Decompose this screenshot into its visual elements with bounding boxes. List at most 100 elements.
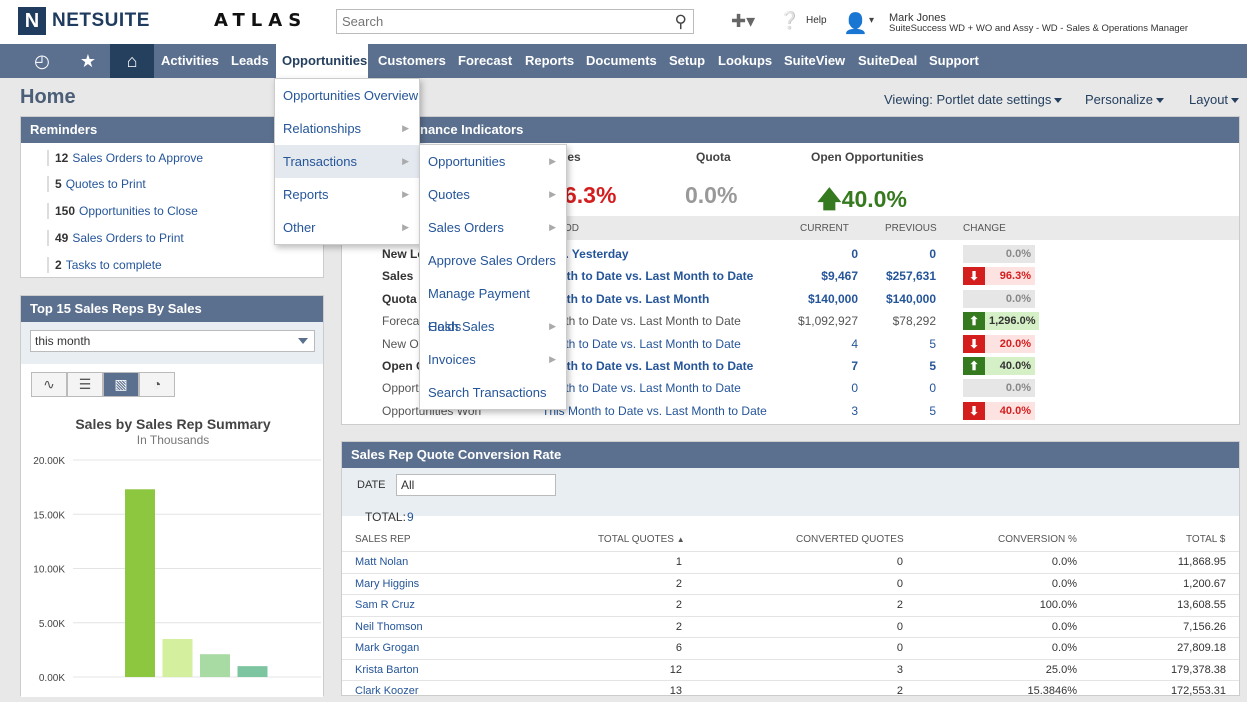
kpi-row-name[interactable]: New Op [382, 336, 426, 351]
nav-reports[interactable]: Reports [525, 53, 575, 68]
bar[interactable] [200, 654, 230, 677]
kpi-row-period[interactable]: Month to Date vs. Last Month to Date [542, 381, 741, 396]
reminder-item[interactable]: 49 Sales Orders to Print [47, 230, 184, 246]
help-link[interactable]: Help [806, 15, 827, 26]
kpi-row-period[interactable]: Month to Date vs. Last Month [542, 291, 710, 306]
reminder-label[interactable]: Opportunities to Close [79, 204, 198, 218]
kpi-row-period[interactable]: Month to Date vs. Last Month to Date [542, 359, 754, 373]
nav-activities[interactable]: Activities [161, 53, 219, 68]
menu-item-reports[interactable]: Reports ▶ [275, 178, 419, 211]
menu-item-opportunities[interactable]: Opportunities ▶ [420, 145, 566, 178]
date-filter-input[interactable]: All [396, 474, 556, 496]
help-icon[interactable]: ❔ [779, 11, 801, 30]
nav-documents[interactable]: Documents [586, 53, 657, 68]
user-menu-chevron-icon[interactable]: ▾ [869, 15, 875, 26]
nav-forecast[interactable]: Forecast [458, 53, 513, 68]
sales-rep-link[interactable]: Matt Nolan [355, 556, 409, 568]
kpi-row-previous[interactable]: 5 [929, 403, 936, 418]
menu-item-sales-orders[interactable]: Sales Orders ▶ [420, 211, 566, 244]
col-total-quotes[interactable]: TOTAL QUOTES ▲ [598, 534, 685, 545]
sales-rep-link[interactable]: Mark Grogan [355, 642, 420, 654]
reminder-label[interactable]: Quotes to Print [65, 177, 146, 191]
netsuite-logo[interactable]: N NETSUITE [18, 7, 150, 35]
nav-leads[interactable]: Leads [231, 53, 269, 68]
nav-opportunities[interactable]: Opportunities [276, 44, 368, 78]
kpi-row-period[interactable]: This Month to Date vs. Last Month to Dat… [542, 403, 767, 418]
kpi-row-previous[interactable]: 5 [929, 359, 936, 373]
home-icon[interactable]: ⌂ [110, 44, 154, 78]
kpi-row-current[interactable]: $9,467 [821, 269, 858, 284]
menu-item-cash-sales[interactable]: Cash Sales ▶ [420, 310, 566, 343]
column-chart-type-icon[interactable]: ▧ [103, 372, 139, 397]
kpi-row-current[interactable]: 4 [851, 336, 858, 351]
kpi-row-current[interactable]: 3 [851, 403, 858, 418]
nav-support[interactable]: Support [929, 53, 979, 68]
reminder-item[interactable]: 5 Quotes to Print [47, 176, 146, 192]
reminder-label[interactable]: Tasks to complete [65, 258, 162, 272]
kpi-row-name[interactable]: Quota [382, 291, 417, 306]
menu-item-quotes[interactable]: Quotes ▶ [420, 178, 566, 211]
nav-suiteview[interactable]: SuiteView [784, 53, 846, 68]
recent-records-icon[interactable]: ◴ [34, 51, 50, 71]
nav-setup[interactable]: Setup [669, 53, 706, 68]
col-sales-rep[interactable]: SALES REP [355, 534, 411, 545]
nav-suitedeal[interactable]: SuiteDeal [858, 53, 918, 68]
kpi-row-current[interactable]: 0 [851, 381, 858, 396]
pie-chart-type-icon[interactable]: ◔ [139, 372, 175, 397]
kpi-row-name[interactable]: Open O [382, 359, 426, 373]
sales-rep-link[interactable]: Sam R Cruz [355, 599, 415, 611]
nav-customers[interactable]: Customers [378, 53, 446, 68]
kpi-row-current[interactable]: 0 [851, 247, 858, 261]
col-converted-quotes[interactable]: CONVERTED QUOTES [796, 534, 904, 545]
viewing-portlet-settings[interactable]: Viewing: Portlet date settings [884, 92, 1063, 107]
kpi-row-period[interactable]: Month to Date vs. Last Month to Date [542, 336, 741, 351]
kpi-row-previous[interactable]: 0 [929, 247, 936, 261]
kpi-row-name[interactable]: Opportu [382, 381, 426, 396]
bar[interactable] [125, 489, 155, 677]
menu-item-relationships[interactable]: Relationships ▶ [275, 112, 419, 145]
reminder-label[interactable]: Sales Orders to Approve [72, 151, 204, 165]
kpi-row-previous[interactable]: $257,631 [885, 269, 936, 284]
nav-lookups[interactable]: Lookups [718, 53, 773, 68]
col-total-amount[interactable]: TOTAL $ [1186, 534, 1226, 545]
user-avatar-icon[interactable]: 👤 [843, 13, 868, 35]
personalize-menu[interactable]: Personalize [1085, 92, 1164, 107]
menu-item-transactions[interactable]: Transactions ▶ [275, 145, 419, 178]
user-name[interactable]: Mark Jones [889, 12, 946, 24]
menu-item-invoices[interactable]: Invoices ▶ [420, 343, 566, 376]
create-new-icon[interactable]: ✚▾ [731, 11, 756, 31]
sales-rep-link[interactable]: Neil Thomson [355, 620, 423, 633]
reminder-item[interactable]: 150 Opportunities to Close [47, 203, 198, 219]
sales-rep-link[interactable]: Mary Higgins [355, 577, 420, 590]
period-select[interactable]: this month [30, 330, 315, 352]
kpi-row-previous[interactable]: 5 [929, 336, 936, 351]
menu-item-search-transactions[interactable]: Search Transactions [420, 376, 566, 409]
col-conversion-pct[interactable]: CONVERSION % [998, 534, 1077, 545]
bar[interactable] [162, 639, 193, 677]
bar[interactable] [237, 666, 268, 677]
conversion-pct-cell: 0.0% [1051, 556, 1077, 568]
search-icon[interactable]: ⚲ [674, 12, 687, 31]
kpi-row-name[interactable]: New Le [382, 247, 425, 261]
kpi-row-name[interactable]: Sales [382, 269, 414, 284]
reminder-item[interactable]: 12 Sales Orders to Approve [47, 150, 203, 166]
search-input[interactable] [337, 10, 657, 33]
reminder-item[interactable]: 2 Tasks to complete [47, 257, 162, 273]
horizontal-bar-chart-type-icon[interactable]: ☰ [67, 372, 103, 397]
menu-item-opportunities-overview[interactable]: Opportunities Overview [275, 79, 419, 112]
sales-rep-link[interactable]: Krista Barton [355, 663, 419, 676]
kpi-row-period[interactable]: Month to Date vs. Last Month to Date [542, 269, 754, 284]
kpi-row-current[interactable]: $140,000 [807, 291, 858, 306]
reminder-label[interactable]: Sales Orders to Print [72, 231, 184, 245]
layout-menu[interactable]: Layout [1189, 92, 1240, 107]
menu-item-other[interactable]: Other ▶ [275, 211, 419, 244]
shortcuts-star-icon[interactable]: ★ [79, 51, 97, 71]
menu-item-approve-sales-orders[interactable]: Approve Sales Orders [420, 244, 566, 277]
kpi-row-previous[interactable]: 0 [929, 381, 936, 396]
menu-item-manage-payment-holds[interactable]: Manage Payment Holds [420, 277, 566, 334]
kpi-row-previous[interactable]: $140,000 [885, 291, 936, 306]
sales-rep-link[interactable]: Clark Koozer [355, 685, 419, 697]
kpi-row-current[interactable]: 7 [851, 359, 858, 373]
user-role[interactable]: SuiteSuccess WD + WO and Assy - WD - Sal… [889, 23, 1189, 34]
line-chart-type-icon[interactable]: ∿ [31, 372, 67, 397]
